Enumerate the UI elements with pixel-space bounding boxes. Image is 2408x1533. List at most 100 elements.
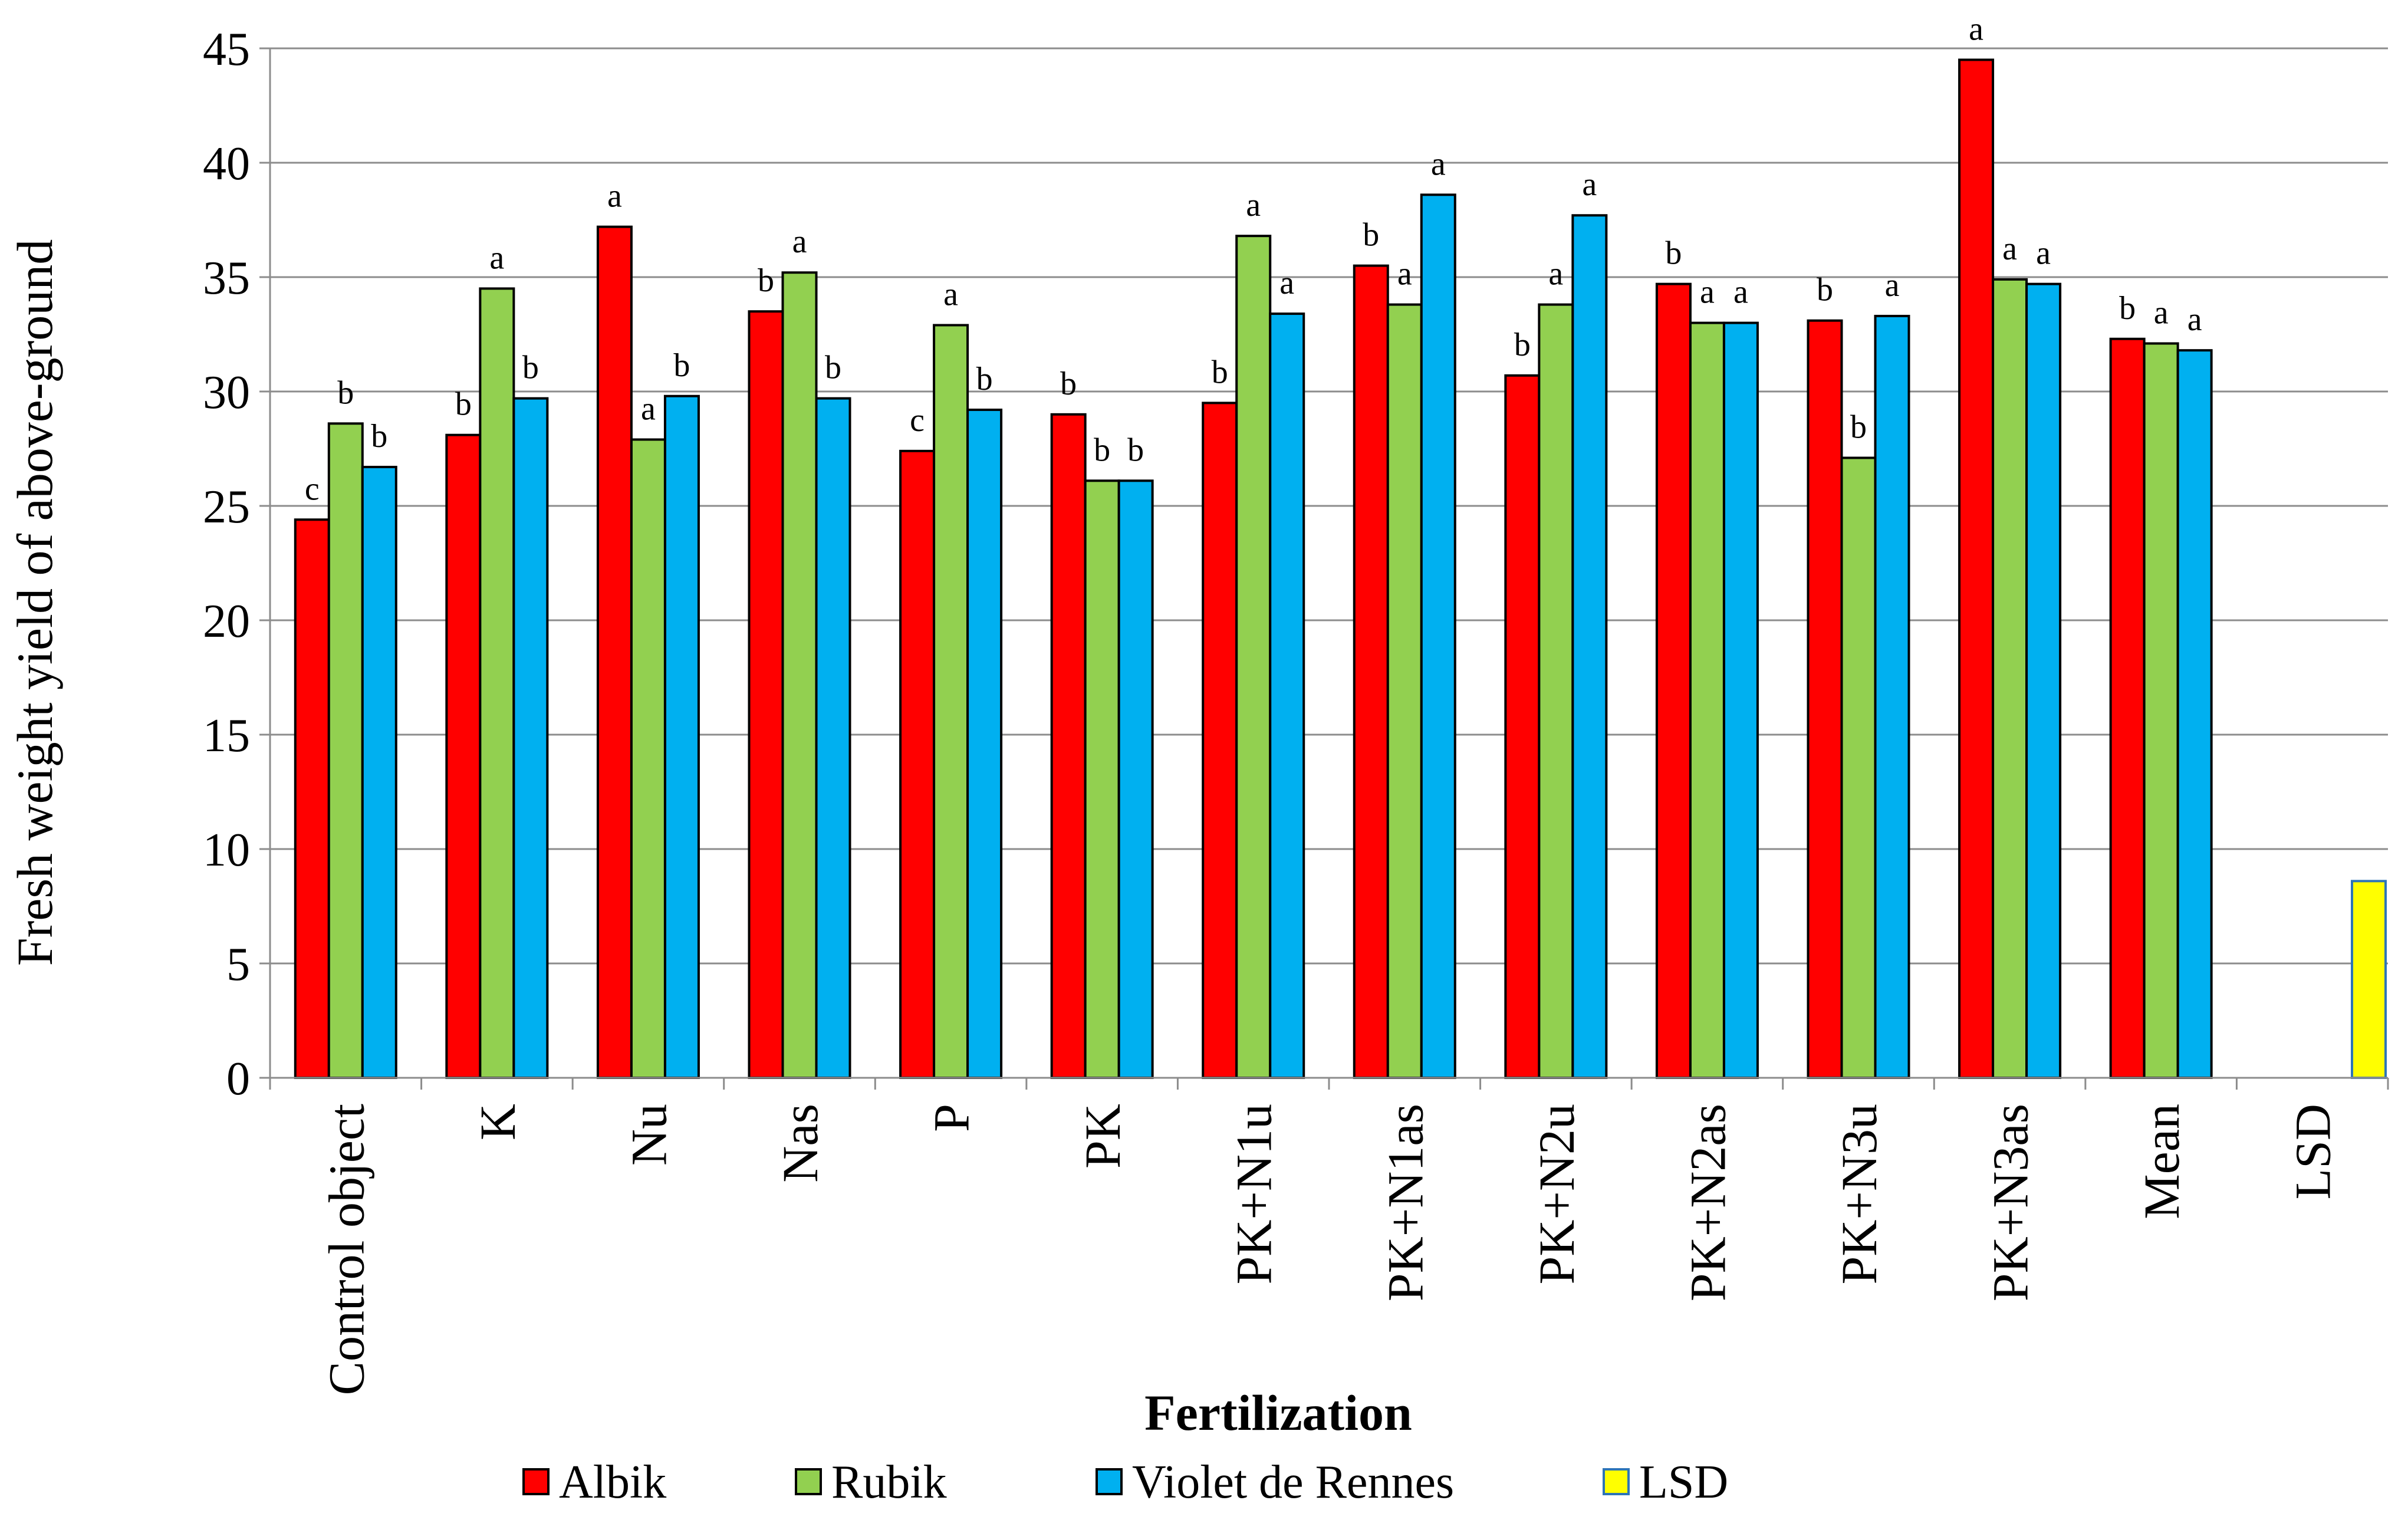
legend-swatch [1603,1468,1630,1495]
axes [269,48,2389,1090]
bar-rubik [2143,342,2179,1079]
bar-violet-de-rennes [2176,349,2213,1079]
bar-rubik [933,324,969,1079]
x-tick-label: Nas [772,1104,828,1183]
significance-letter: b [337,374,354,411]
legend: Albik Rubik Violet de Rennes LSD [522,1456,1728,1508]
x-tick-label: LSD [2285,1104,2341,1199]
significance-letter: a [1246,187,1261,223]
significance-letter: c [910,402,925,439]
y-tick-label: 35 [203,252,250,304]
significance-letter: b [1060,366,1077,402]
bar-violet-de-rennes [361,466,397,1079]
x-tick-label: PK+N1u [1226,1104,1282,1285]
bar-violet-de-rennes [815,397,851,1079]
bar-violet-de-rennes [1269,312,1305,1080]
significance-letter: b [1094,432,1110,468]
significance-letter: a [607,178,622,215]
y-tick-label: 45 [203,24,250,75]
significance-letter: a [1969,11,1983,47]
bar-albik [1807,319,1843,1079]
gridlines [259,47,2388,1079]
bar-rubik [781,271,818,1079]
bar-albik [596,225,633,1079]
legend-label: Violet de Rennes [1132,1456,1454,1508]
bar-violet-de-rennes [663,394,700,1079]
bar-albik [1202,402,1238,1079]
significance-letter: b [825,350,841,386]
significance-letter: b [371,418,387,455]
bars [294,58,2387,1080]
x-tick-labels: Control object K Nu Nas P PK PK+N1u PK+N1as PK+N… [318,1104,2341,1396]
y-tick-label: 0 [226,1053,250,1105]
x-axis-title: Fertilization [1144,1384,1412,1441]
significance-letter: a [792,223,807,260]
x-tick-label: PK+N3as [1982,1104,2039,1301]
y-tick-label: 30 [203,367,250,419]
bar-albik [1504,374,1541,1080]
bar-rubik [479,287,515,1079]
significance-letter: a [2187,301,2202,338]
x-tick-label: PK+N2u [1528,1104,1585,1285]
bar-albik [294,518,330,1079]
y-axis-title: Fresh weight yield of above-ground [6,239,63,966]
x-tick-label: PK+N1as [1377,1104,1433,1301]
significance-letter: a [2002,231,2017,267]
x-tick-label: Control object [318,1104,374,1396]
x-tick-label: K [469,1104,526,1140]
y-tick-label: 40 [203,138,250,190]
significance-letter: b [1127,432,1144,468]
bar-albik [748,310,784,1080]
bar-albik [899,449,936,1079]
significance-letter: a [489,239,504,276]
y-tick-label: 20 [203,596,250,647]
significance-letter: a [2036,235,2051,272]
significance-letter: b [1212,354,1228,390]
bar-albik [1353,264,1389,1080]
significance-letter: c [305,471,320,507]
bar-rubik [1084,479,1120,1079]
y-tick-labels: 0 5 10 15 20 25 30 35 40 45 [203,24,250,1105]
significance-letter: b [1514,327,1531,363]
bar-violet-de-rennes [1874,314,1910,1080]
significance-letter: b [2119,290,2136,327]
x-tick-label: Mean [2133,1104,2190,1219]
significance-letter: a [1431,146,1446,182]
significance-letter: b [1817,272,1833,308]
bar-albik [445,433,482,1079]
y-tick-label: 25 [203,481,250,533]
bar-rubik [327,422,364,1080]
x-tick-label: PK+N2as [1679,1104,1736,1301]
legend-swatch [795,1468,822,1495]
legend-swatch [1096,1468,1123,1495]
significance-letter: b [1363,217,1379,254]
significance-letter: a [1885,267,1900,304]
bar-rubik [1538,303,1574,1079]
significance-letter: a [641,390,656,427]
y-tick-label: 10 [203,824,250,876]
bar-violet-de-rennes [1117,479,1154,1079]
significance-letter: b [976,361,993,397]
x-tick-label: PK [1074,1104,1131,1169]
significance-letter: b [522,350,539,386]
bar-albik [1655,282,1692,1079]
bar-violet-de-rennes [1722,321,1759,1079]
significance-letter: b [758,262,774,299]
bar-rubik [1689,321,1725,1079]
significance-letter: a [1582,166,1597,203]
bar-albik [1050,413,1087,1079]
significance-letter: a [943,276,958,312]
bar-rubik [630,438,666,1079]
bar-lsd [2351,880,2387,1079]
bar-violet-de-rennes [512,397,549,1079]
significance-letter: b [1850,409,1867,446]
significance-letter: a [2154,295,2169,331]
significance-letter: a [1733,274,1748,311]
significance-letter: b [455,386,472,423]
bar-violet-de-rennes [966,409,1003,1079]
legend-label: LSD [1639,1456,1728,1508]
bar-rubik [1840,456,1877,1079]
x-tick-label: P [923,1104,980,1132]
